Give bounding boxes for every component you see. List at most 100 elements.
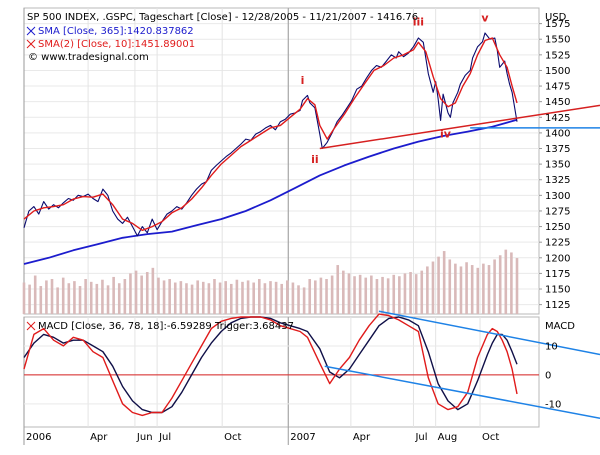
price-y-tick-label: 1250 (545, 222, 570, 233)
volume-bar (515, 258, 519, 314)
volume-bar (263, 283, 267, 314)
volume-bar (56, 287, 59, 314)
x-tick-label: Oct (224, 432, 241, 443)
volume-bar (280, 283, 284, 314)
volume-bar (504, 249, 508, 314)
support-trend (319, 104, 600, 150)
x-tick-label: 2006 (26, 432, 51, 443)
sma10-line (23, 37, 518, 232)
volume-bar (117, 283, 121, 314)
volume-bar (476, 267, 480, 314)
price-chart-title: SP 500 INDEX, .GSPC, Tageschart [Close] … (27, 12, 418, 23)
price-y-tick-label: 1575 (545, 19, 570, 30)
price-y-tick-label: 1375 (545, 144, 570, 155)
volume-bar (50, 279, 54, 314)
trigger-line (23, 316, 518, 414)
volume-bar (140, 275, 143, 314)
volume-bar (196, 280, 199, 314)
price-y-tick-label: 1450 (545, 97, 570, 108)
price-y-tick-label: 1225 (545, 238, 570, 249)
legend-sma365: SMA [Close, 365]:1420.837862 (38, 26, 194, 37)
watermark: © www.tradesignal.com (28, 52, 149, 63)
macd-chart-title: MACD [Close, 36, 78, 18]:-6.59289 Trigge… (38, 321, 294, 332)
volume-bar (157, 277, 160, 314)
price-y-tick-label: 1300 (545, 191, 570, 202)
volume-bar (185, 283, 188, 314)
macd-y-tick-label: -10 (545, 399, 561, 410)
macd-y-tick-label: 0 (545, 370, 551, 381)
legend-sma10: SMA(2) [Close, 10]:1451.89001 (38, 39, 195, 50)
x-tick-label: 2007 (290, 432, 315, 443)
volume-bar (89, 281, 93, 314)
volume-bar (235, 279, 239, 314)
volume-bar (257, 279, 261, 314)
price-y-tick-label: 1425 (545, 113, 570, 124)
volume-bar (364, 277, 368, 314)
price-y-tick-label: 1275 (545, 206, 570, 217)
volume-bar (145, 272, 149, 314)
volume-bar (207, 283, 211, 314)
volume-bar (123, 279, 127, 314)
volume-bar (190, 284, 194, 314)
volume-bar (297, 285, 300, 314)
volume-bar (375, 279, 379, 314)
price-y-tick-label: 1350 (545, 160, 570, 171)
volume-bar (459, 266, 463, 314)
volume-bar (61, 277, 65, 314)
macd-upper-trend (378, 310, 600, 356)
volume-bar (246, 280, 250, 314)
volume-bar (442, 251, 446, 314)
price-y-tick-label: 1125 (545, 300, 570, 311)
price-y-tick-label: 1400 (545, 128, 570, 139)
volume-bar (45, 280, 48, 314)
price-y-tick-label: 1550 (545, 35, 570, 46)
volume-bar (39, 286, 43, 314)
volume-bar (414, 274, 418, 314)
volume-bar (330, 275, 334, 314)
volume-bar (229, 283, 233, 314)
volume-bar (291, 282, 295, 314)
volume-bar (319, 277, 323, 314)
volume-bar (498, 255, 502, 314)
volume-bar (84, 279, 87, 314)
volume-bar (308, 279, 312, 314)
volume-bar (218, 282, 222, 314)
volume-bar (213, 279, 216, 314)
volume-bar (325, 279, 328, 314)
x-tick-label: Jul (158, 432, 171, 443)
legend-icon-sma10 (26, 39, 36, 49)
volume-bar (510, 252, 513, 314)
wave-label-iii: iii (413, 15, 424, 28)
volume-bar (201, 281, 205, 314)
volume-bar (487, 265, 491, 314)
macd-y-tick-label: 10 (545, 341, 558, 352)
volume-bar (33, 275, 37, 314)
x-tick-label: Jun (136, 432, 153, 443)
volume-bar (465, 262, 468, 314)
volume-bar (67, 283, 71, 314)
volume-bar (431, 261, 435, 314)
price-y-tick-label: 1325 (545, 175, 570, 186)
volume-bar (420, 270, 424, 314)
macd-line (23, 313, 518, 417)
volume-bar (392, 274, 396, 314)
volume-bar (274, 281, 278, 314)
volume-bar (358, 274, 362, 314)
volume-bar (129, 273, 132, 314)
volume-bar (134, 270, 138, 314)
volume-bar (112, 276, 115, 314)
volume-bar (22, 282, 26, 314)
volume-bar (347, 273, 351, 314)
volume-bar (493, 259, 496, 314)
price-y-tick-label: 1525 (545, 50, 570, 61)
volume-bar (398, 276, 401, 314)
volume-bar (224, 281, 227, 314)
volume-bar (101, 279, 104, 314)
currency-label: USD (545, 12, 567, 23)
volume-bar (151, 267, 155, 314)
volume-bar (173, 282, 177, 314)
volume-bar (386, 278, 390, 314)
wave-label-ii: ii (311, 153, 319, 166)
x-tick-label: Oct (482, 432, 499, 443)
